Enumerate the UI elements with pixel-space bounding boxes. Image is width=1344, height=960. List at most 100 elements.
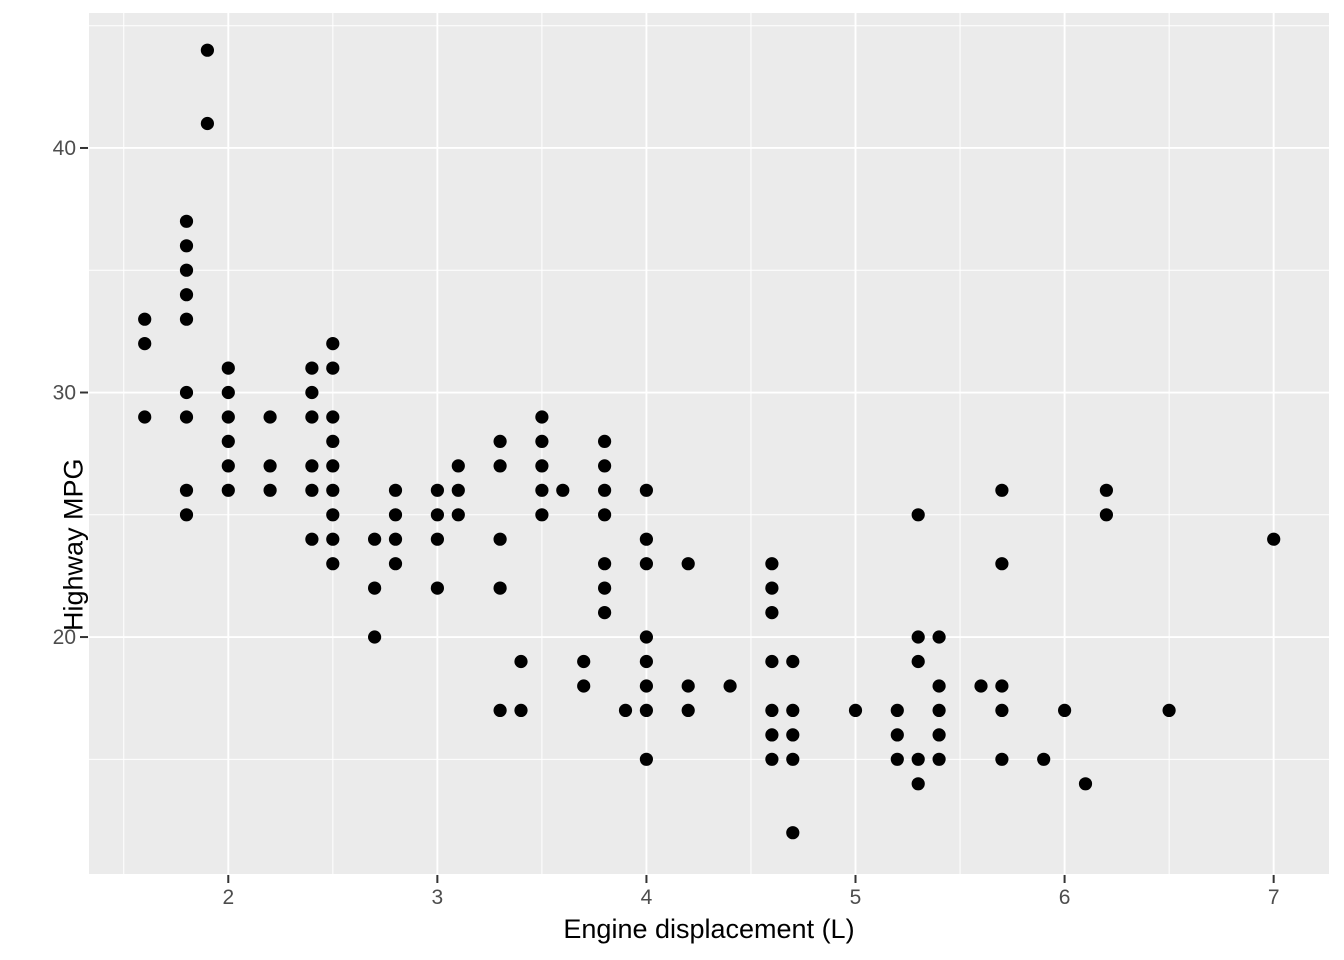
data-point: [786, 826, 800, 840]
data-point: [577, 654, 591, 669]
data-point: [556, 483, 570, 497]
data-point: [305, 385, 319, 400]
data-point: [765, 728, 779, 742]
data-point: [639, 483, 654, 497]
data-point: [598, 557, 612, 571]
data-point: [221, 385, 235, 400]
data-point: [639, 532, 654, 546]
data-point: [326, 508, 340, 522]
data-point: [535, 410, 549, 424]
data-point: [326, 532, 340, 546]
data-point: [639, 557, 654, 571]
data-point: [326, 337, 340, 351]
y-axis-title: Highway MPG: [58, 458, 89, 632]
x-tick-label: 2: [222, 886, 234, 909]
x-tick-label: 4: [641, 886, 653, 909]
data-point: [639, 630, 654, 644]
data-point: [138, 410, 152, 424]
data-point: [221, 434, 235, 448]
data-point: [179, 508, 194, 522]
x-tick-label: 7: [1268, 886, 1280, 909]
data-point: [179, 263, 194, 277]
data-point: [388, 508, 403, 522]
data-point: [200, 116, 214, 131]
data-point: [995, 557, 1009, 571]
data-point: [639, 752, 654, 766]
data-point: [786, 654, 800, 669]
x-tick-label: 3: [432, 886, 444, 909]
data-point: [1099, 508, 1113, 522]
data-point: [138, 312, 152, 326]
data-point: [138, 337, 152, 351]
data-point: [179, 483, 194, 497]
data-point: [681, 703, 695, 718]
data-point: [535, 508, 549, 522]
data-point: [221, 410, 235, 424]
panel-background: [89, 13, 1329, 874]
data-point: [305, 459, 319, 473]
data-point: [639, 703, 654, 718]
data-point: [179, 385, 194, 400]
data-point: [995, 752, 1009, 766]
data-point: [326, 410, 340, 424]
data-point: [1078, 777, 1093, 791]
data-point: [535, 483, 549, 497]
data-point: [451, 508, 465, 522]
data-point: [430, 581, 444, 595]
data-point: [598, 434, 612, 448]
data-point: [577, 679, 591, 693]
data-point: [618, 703, 633, 718]
data-point: [911, 752, 925, 766]
data-point: [932, 752, 946, 766]
data-point: [639, 679, 654, 693]
data-point: [326, 483, 340, 497]
data-point: [598, 459, 612, 473]
data-point: [932, 728, 946, 742]
data-point: [430, 532, 444, 546]
data-point: [995, 679, 1009, 693]
data-point: [535, 434, 549, 448]
data-point: [765, 654, 779, 669]
data-point: [326, 557, 340, 571]
data-point: [179, 288, 194, 302]
data-point: [598, 606, 612, 620]
data-point: [765, 752, 779, 766]
data-point: [388, 532, 403, 546]
data-point: [514, 654, 528, 669]
data-point: [221, 483, 235, 497]
data-point: [368, 581, 382, 595]
data-point: [326, 361, 340, 375]
data-point: [765, 606, 779, 620]
data-point: [493, 703, 507, 718]
data-point: [493, 532, 507, 546]
data-point: [263, 410, 277, 424]
data-point: [179, 214, 194, 228]
data-point: [932, 679, 946, 693]
data-point: [681, 557, 695, 571]
data-point: [890, 728, 904, 742]
data-point: [598, 508, 612, 522]
data-point: [388, 557, 403, 571]
data-point: [911, 777, 925, 791]
data-point: [179, 312, 194, 326]
data-point: [786, 728, 800, 742]
data-point: [932, 703, 946, 718]
data-point: [995, 483, 1009, 497]
data-point: [326, 459, 340, 473]
x-tick-label: 5: [850, 886, 862, 909]
y-tick-label: 40: [53, 137, 76, 160]
data-point: [305, 361, 319, 375]
data-point: [368, 630, 382, 644]
data-point: [305, 483, 319, 497]
data-point: [263, 483, 277, 497]
data-point: [911, 630, 925, 644]
y-tick-label: 20: [53, 626, 76, 649]
data-point: [430, 483, 444, 497]
data-point: [493, 581, 507, 595]
data-point: [493, 459, 507, 473]
x-tick-label: 6: [1059, 886, 1071, 909]
data-point: [681, 679, 695, 693]
data-point: [995, 703, 1009, 718]
x-axis-title: Engine displacement (L): [563, 914, 855, 944]
